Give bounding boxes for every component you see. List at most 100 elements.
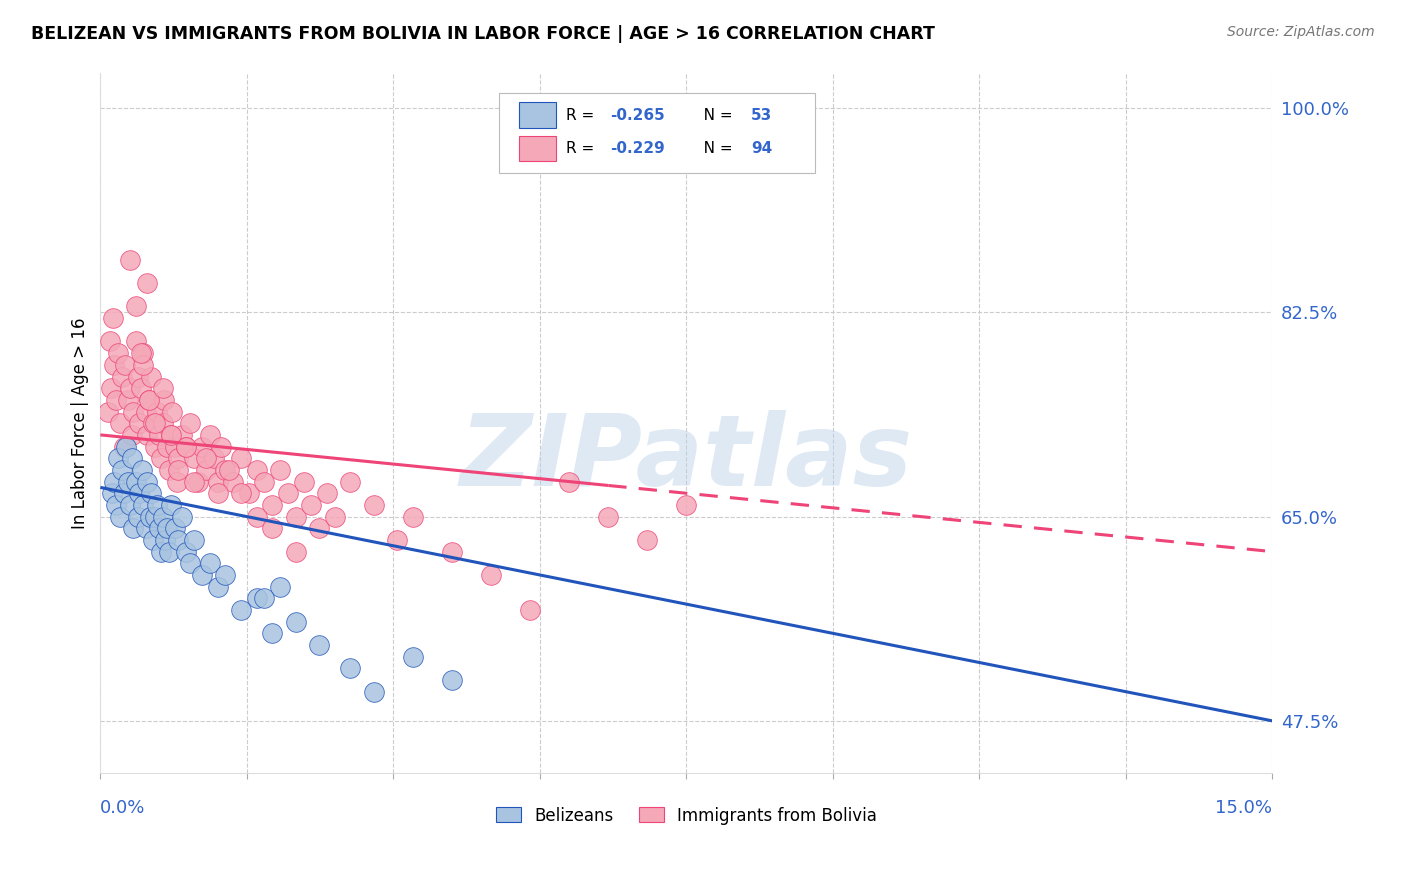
Text: R =: R = [565, 108, 599, 122]
Text: N =: N = [689, 141, 737, 156]
Point [218, 463, 240, 477]
Point [191, 440, 214, 454]
Point [122, 521, 145, 535]
Point [675, 498, 697, 512]
Point [121, 428, 143, 442]
Point [101, 486, 124, 500]
Point [152, 509, 174, 524]
Point [118, 381, 141, 395]
Point [187, 475, 209, 489]
Point [211, 440, 233, 454]
Point [153, 392, 176, 407]
Point [143, 440, 166, 454]
Point [284, 544, 307, 558]
Point [163, 521, 186, 535]
Text: 15.0%: 15.0% [1215, 799, 1272, 817]
Point [97, 404, 120, 418]
Point [146, 498, 169, 512]
Y-axis label: In Labor Force | Age > 16: In Labor Force | Age > 16 [72, 318, 89, 529]
Point [139, 486, 162, 500]
Point [157, 544, 180, 558]
Point [98, 334, 121, 349]
Point [479, 568, 502, 582]
Legend: Belizeans, Immigrants from Bolivia: Belizeans, Immigrants from Bolivia [496, 806, 877, 824]
Point [108, 416, 131, 430]
Point [207, 486, 229, 500]
Point [129, 381, 152, 395]
Point [155, 533, 177, 547]
Point [292, 475, 315, 489]
Text: N =: N = [689, 108, 737, 122]
Point [598, 509, 620, 524]
Point [152, 381, 174, 395]
Point [107, 346, 129, 360]
Point [198, 428, 221, 442]
Point [127, 509, 149, 524]
Point [269, 463, 291, 477]
Point [194, 463, 217, 477]
Point [363, 684, 385, 698]
Point [176, 440, 198, 454]
Point [104, 392, 127, 407]
Point [135, 404, 157, 418]
Point [117, 475, 139, 489]
Point [124, 300, 146, 314]
Point [262, 626, 284, 640]
Point [176, 440, 198, 454]
Text: 53: 53 [751, 108, 772, 122]
Point [114, 358, 136, 372]
Point [284, 509, 307, 524]
Point [152, 416, 174, 430]
Point [207, 475, 229, 489]
Point [138, 509, 160, 524]
Point [115, 440, 138, 454]
Text: BELIZEAN VS IMMIGRANTS FROM BOLIVIA IN LABOR FORCE | AGE > 16 CORRELATION CHART: BELIZEAN VS IMMIGRANTS FROM BOLIVIA IN L… [31, 25, 935, 43]
Point [121, 451, 143, 466]
Point [104, 498, 127, 512]
Point [136, 475, 159, 489]
Text: -0.265: -0.265 [610, 108, 665, 122]
Point [159, 428, 181, 442]
Point [131, 463, 153, 477]
Point [142, 416, 165, 430]
Point [150, 451, 173, 466]
Point [128, 486, 150, 500]
Point [135, 521, 157, 535]
Point [229, 451, 252, 466]
Point [112, 486, 135, 500]
Point [299, 498, 322, 512]
Point [128, 416, 150, 430]
Point [167, 463, 190, 477]
Point [519, 603, 541, 617]
Point [118, 498, 141, 512]
Point [440, 673, 463, 687]
Point [246, 591, 269, 606]
Point [229, 603, 252, 617]
Point [308, 521, 330, 535]
Point [172, 428, 194, 442]
Text: -0.229: -0.229 [610, 141, 665, 156]
Point [167, 451, 190, 466]
Point [156, 521, 179, 535]
Point [214, 463, 236, 477]
Point [124, 334, 146, 349]
Point [111, 463, 134, 477]
Point [145, 404, 167, 418]
Point [143, 416, 166, 430]
Point [112, 440, 135, 454]
Point [132, 358, 155, 372]
Point [138, 392, 160, 407]
Point [132, 346, 155, 360]
Point [107, 451, 129, 466]
Point [363, 498, 385, 512]
Point [207, 580, 229, 594]
Point [167, 533, 190, 547]
FancyBboxPatch shape [519, 136, 557, 161]
Point [262, 498, 284, 512]
Point [558, 475, 581, 489]
Point [159, 498, 181, 512]
Point [402, 649, 425, 664]
Point [308, 638, 330, 652]
Point [284, 615, 307, 629]
Point [339, 475, 361, 489]
